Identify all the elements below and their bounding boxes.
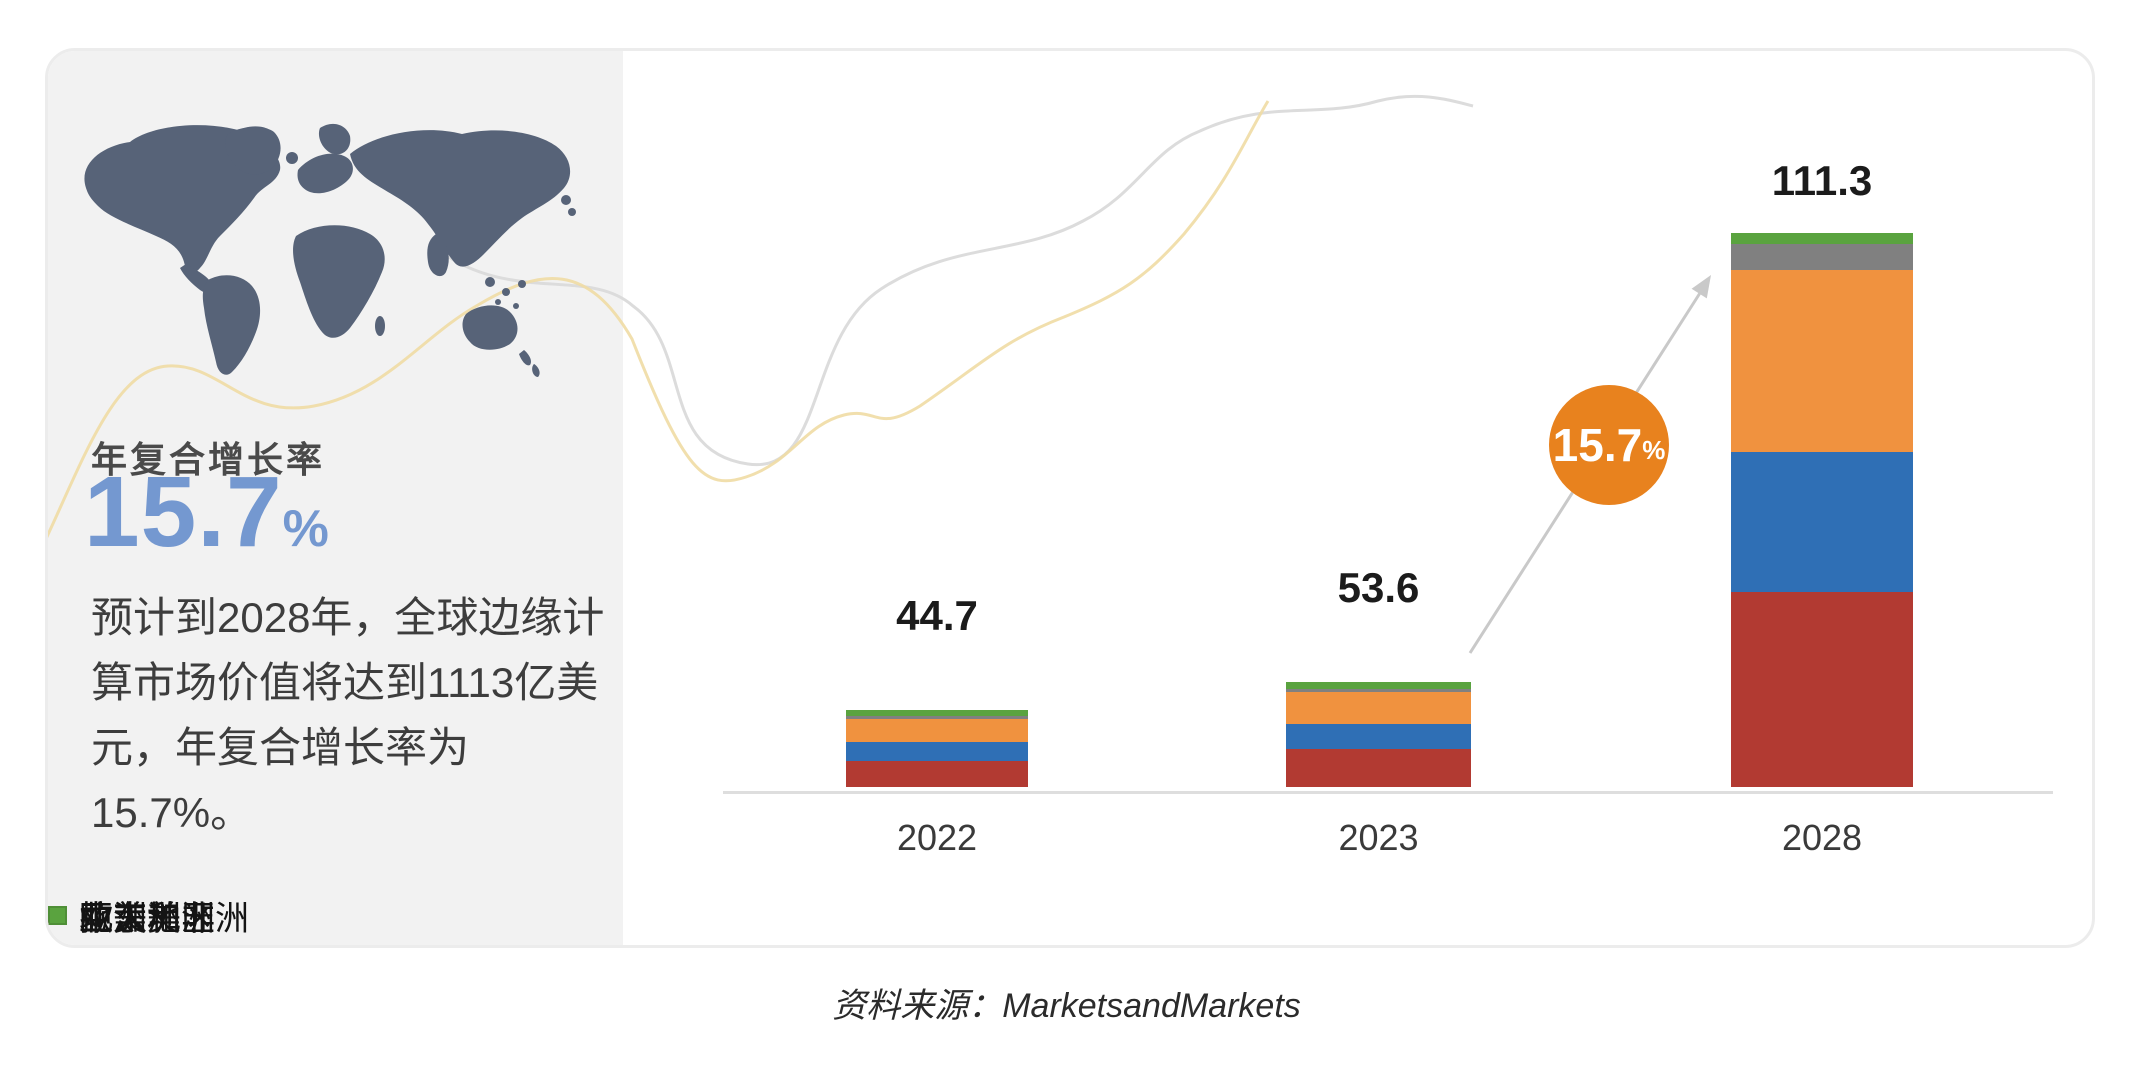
legend-label: 亚太地区 xyxy=(79,900,215,938)
bar-2023 xyxy=(1286,682,1471,787)
bar-segment-north-america xyxy=(1731,592,1913,787)
bar-segment-latin-america xyxy=(846,710,1028,716)
bar-segment-north-america xyxy=(846,761,1028,787)
growth-rate-badge: 15.7 % xyxy=(1549,385,1669,505)
axis-category-label: 2028 xyxy=(1781,817,1863,858)
axis-category-label: 2023 xyxy=(1338,817,1419,858)
axis-category-label: 2022 xyxy=(896,817,978,858)
legend-swatch-latin-america xyxy=(48,906,67,925)
growth-rate-badge-value: 15.7 xyxy=(1552,419,1643,471)
legend-label: 中东和非洲 xyxy=(79,900,249,938)
bar-segment-latin-america xyxy=(1731,233,1913,244)
legend-item-latin-america: 拉丁美洲 xyxy=(48,891,215,940)
source-attribution: 资料来源：MarketsandMarkets xyxy=(832,987,1301,1025)
bar-value-label: 53.6 xyxy=(1337,564,1420,611)
bar-segment-middle-east-africa xyxy=(846,716,1028,719)
x-axis-line xyxy=(723,791,2053,794)
bar-value-label: 111.3 xyxy=(1771,157,1873,204)
bar-segment-asia-pacific xyxy=(846,719,1028,742)
infographic-card: 年复合增长率 15.7% 预计到2028年，全球边缘计算市场价值将达到1113亿… xyxy=(45,48,2095,948)
bar-segment-asia-pacific xyxy=(1731,270,1913,452)
bar-value-label: 44.7 xyxy=(896,592,978,639)
bar-segment-middle-east-africa xyxy=(1731,244,1913,270)
bars-layer: 44.7 2022 53.6 2023 111.3 2028 北美洲 欧洲 亚太地区 中东和非洲拉… xyxy=(48,51,2092,945)
bar-segment-north-america xyxy=(1286,749,1471,787)
legend-label: 拉丁美洲 xyxy=(79,900,215,938)
bar-segment-europe xyxy=(1286,724,1471,749)
bar-segment-middle-east-africa xyxy=(1286,689,1471,692)
bar-segment-latin-america xyxy=(1286,682,1471,689)
bar-segment-asia-pacific xyxy=(1286,692,1471,724)
market-forecast-description: 预计到2028年，全球边缘计算市场价值将达到1113亿美元，年复合增长率为15.… xyxy=(91,594,605,837)
bar-segment-europe xyxy=(1731,452,1913,592)
legend-label: 北美洲 xyxy=(79,900,181,938)
bar-2022 xyxy=(846,710,1028,787)
growth-rate-badge-percent-sign: % xyxy=(1642,434,1666,465)
bar-segment-europe xyxy=(846,742,1028,761)
bar-2028 xyxy=(1731,233,1913,787)
legend-label: 欧洲 xyxy=(79,900,147,938)
